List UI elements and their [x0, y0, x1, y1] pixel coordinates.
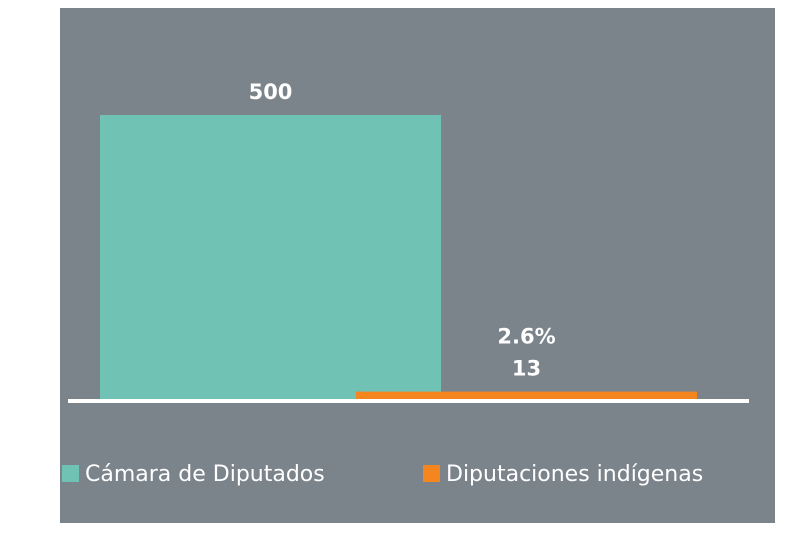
- value-label: 500: [249, 80, 293, 104]
- value-label: 13: [512, 357, 541, 381]
- legend-swatch: [423, 465, 440, 482]
- legend-label: Cámara de Diputados: [85, 462, 325, 487]
- annotation: 2.6%: [497, 325, 555, 349]
- bar: [100, 115, 441, 399]
- legend-swatch: [62, 465, 79, 482]
- legend-label: Diputaciones indígenas: [446, 462, 703, 487]
- bar: [356, 391, 697, 399]
